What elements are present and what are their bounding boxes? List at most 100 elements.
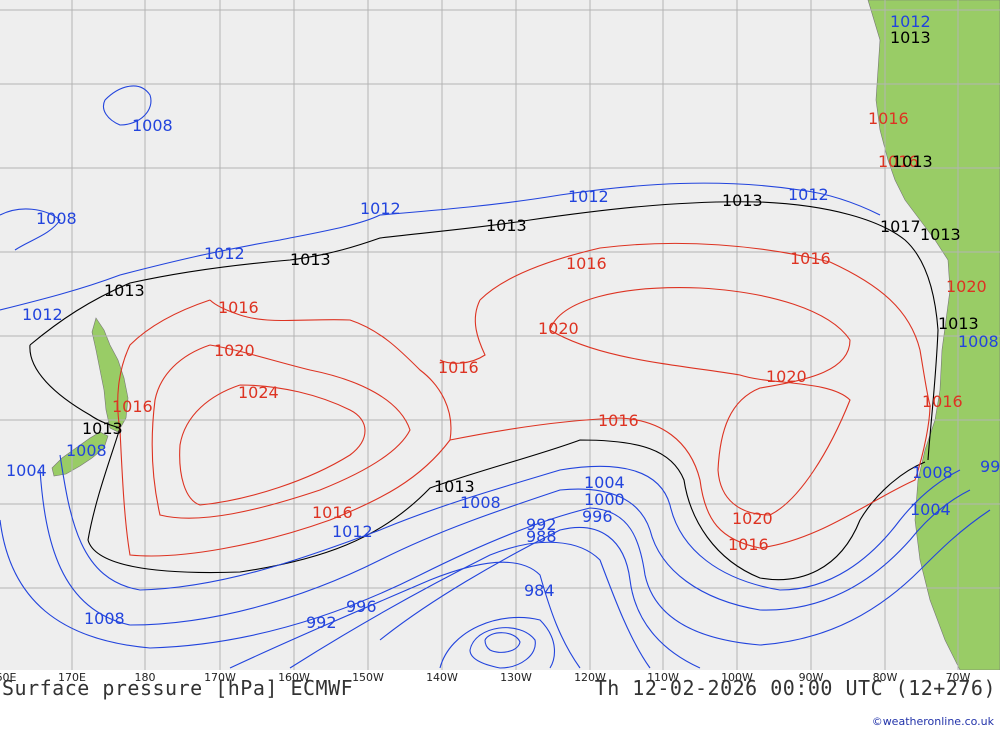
label-996: 996 bbox=[582, 507, 613, 526]
label-1013: 1013 bbox=[938, 314, 979, 333]
isobar-1008-north bbox=[102, 85, 152, 126]
new-zealand-north-island bbox=[91, 317, 129, 433]
isobar-1013-nz-loop bbox=[29, 344, 121, 429]
label-1008: 1008 bbox=[36, 209, 77, 228]
label-1016: 1016 bbox=[566, 254, 607, 273]
label-988: 988 bbox=[526, 527, 557, 546]
label-1020: 1020 bbox=[538, 319, 579, 338]
label-1004: 1004 bbox=[910, 500, 951, 519]
label-1013: 1013 bbox=[82, 419, 123, 438]
isobar-labels: 1008 1008 1012 1012 1012 1012 1012 1013 … bbox=[6, 12, 1000, 632]
credit-link[interactable]: ©weatheronline.co.uk bbox=[871, 715, 994, 728]
label-1020: 1020 bbox=[766, 367, 807, 386]
label-1004: 1004 bbox=[6, 461, 47, 480]
isobar-1012-north bbox=[0, 182, 881, 311]
lon-label: 110W bbox=[647, 671, 679, 684]
label-1013: 1013 bbox=[722, 191, 763, 210]
isobar-1020-east bbox=[549, 287, 851, 516]
isobars bbox=[0, 85, 991, 669]
isobar-1016-east-south bbox=[449, 404, 931, 549]
isobar-1008-south bbox=[39, 469, 971, 626]
label-1008: 1008 bbox=[958, 332, 999, 351]
label-1012: 1012 bbox=[204, 244, 245, 263]
label-1013: 1013 bbox=[920, 225, 961, 244]
lon-label: 170E bbox=[58, 671, 86, 684]
map-canvas: 1008 1008 1012 1012 1012 1012 1012 1013 … bbox=[0, 0, 1000, 670]
label-1017: 1017 bbox=[880, 217, 921, 236]
label-1012: 1012 bbox=[332, 522, 373, 541]
lon-label: 150W bbox=[352, 671, 384, 684]
label-1008: 1008 bbox=[84, 609, 125, 628]
label-1016: 1016 bbox=[728, 535, 769, 554]
label-1016: 1016 bbox=[438, 358, 479, 377]
label-1024: 1024 bbox=[238, 383, 279, 402]
label-1000: 1000 bbox=[584, 490, 625, 509]
label-1016: 1016 bbox=[790, 249, 831, 268]
lon-label: 180 bbox=[134, 671, 156, 684]
graticule bbox=[0, 0, 1000, 670]
label-1008: 1008 bbox=[132, 116, 173, 135]
label-1016: 1016 bbox=[598, 411, 639, 430]
label-1020: 1020 bbox=[946, 277, 987, 296]
isobar-1013-south bbox=[87, 427, 926, 581]
label-1013: 1013 bbox=[290, 250, 331, 269]
isobar-1016-centre-loop bbox=[439, 299, 486, 364]
ocean-background bbox=[0, 0, 1000, 670]
label-1008: 1008 bbox=[460, 493, 501, 512]
label-1016: 1016 bbox=[312, 503, 353, 522]
lon-label: 160W bbox=[278, 671, 310, 684]
lon-label: 80W bbox=[872, 671, 898, 684]
lon-label: 120W bbox=[574, 671, 606, 684]
label-1016: 1016 bbox=[868, 109, 909, 128]
lon-label: 90W bbox=[798, 671, 824, 684]
label-1012: 1012 bbox=[360, 199, 401, 218]
valid-time: Th 12-02-2026 00:00 UTC (12+276) bbox=[594, 676, 996, 700]
label-1013: 1013 bbox=[486, 216, 527, 235]
lon-label: 130W bbox=[500, 671, 532, 684]
isobar-1020-west bbox=[151, 344, 411, 519]
isobar-1000-south bbox=[379, 526, 701, 669]
label-1013: 1013 bbox=[890, 28, 931, 47]
isobar-1013-north bbox=[29, 201, 939, 461]
isobar-1024 bbox=[179, 384, 366, 506]
label-1020: 1020 bbox=[214, 341, 255, 360]
new-zealand-south-island bbox=[51, 431, 109, 477]
lon-label: 100W bbox=[721, 671, 753, 684]
isobar-980-low bbox=[484, 632, 521, 653]
label-1016: 1016 bbox=[112, 397, 153, 416]
label-1013: 1013 bbox=[434, 477, 475, 496]
label-1008: 1008 bbox=[912, 463, 953, 482]
lon-label: 60E bbox=[0, 671, 17, 684]
isobar-1016-east bbox=[479, 242, 931, 406]
lon-label: 170W bbox=[204, 671, 236, 684]
label-1013: 1013 bbox=[892, 152, 933, 171]
label-1020: 1020 bbox=[732, 509, 773, 528]
label-1012: 1012 bbox=[890, 12, 931, 31]
label-99: 99 bbox=[980, 457, 1000, 476]
label-992: 992 bbox=[526, 515, 557, 534]
label-1013: 1013 bbox=[104, 281, 145, 300]
label-1008: 1008 bbox=[66, 441, 107, 460]
pressure-map: 1008 1008 1012 1012 1012 1012 1012 1013 … bbox=[0, 0, 1000, 670]
label-984: 984 bbox=[524, 581, 555, 600]
isobar-996-south bbox=[289, 541, 651, 669]
isobar-1004-south bbox=[0, 507, 991, 649]
label-1016: 1016 bbox=[922, 392, 963, 411]
label-1012: 1012 bbox=[788, 185, 829, 204]
label-996: 996 bbox=[346, 597, 377, 616]
map-title: Surface pressure [hPa] ECMWF bbox=[2, 676, 354, 700]
isobar-992-south bbox=[229, 561, 581, 669]
label-1012: 1012 bbox=[568, 187, 609, 206]
label-1016: 1016 bbox=[218, 298, 259, 317]
isobar-1012-south bbox=[59, 454, 961, 591]
lon-label: 140W bbox=[426, 671, 458, 684]
isobar-988-low bbox=[439, 616, 555, 669]
isobar-1008-west bbox=[0, 208, 61, 251]
lon-label: 70W bbox=[945, 671, 971, 684]
label-992: 992 bbox=[306, 613, 337, 632]
isobar-984-low bbox=[469, 627, 536, 669]
isobar-1016-west bbox=[117, 299, 452, 557]
label-1004: 1004 bbox=[584, 473, 625, 492]
label-1016: 1016 bbox=[878, 152, 919, 171]
label-1012: 1012 bbox=[22, 305, 63, 324]
